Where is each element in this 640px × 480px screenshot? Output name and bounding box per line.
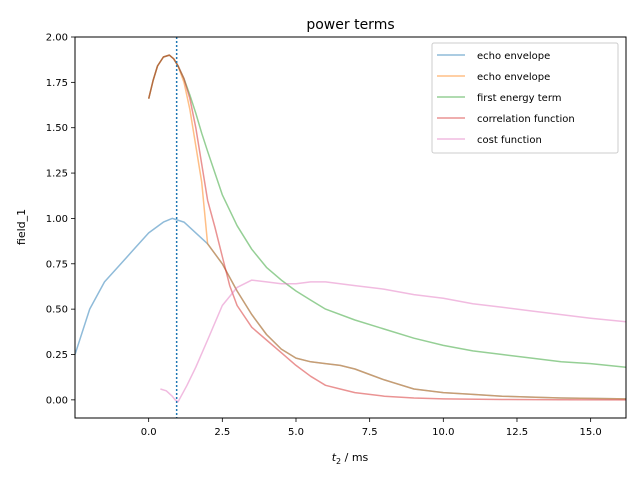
x-axis-label-unit: / ms: [341, 451, 368, 464]
y-tick-label: 0.00: [46, 395, 68, 406]
legend-label-5: cost function: [477, 135, 542, 146]
legend-label-2: echo envelope: [477, 72, 550, 83]
x-axis-label-sub: 2: [336, 457, 341, 466]
y-tick-label: 1.00: [46, 214, 68, 225]
x-axis-label: t2 / ms: [332, 451, 369, 466]
y-tick-label: 1.25: [46, 169, 68, 180]
y-tick-label: 1.50: [46, 123, 68, 134]
y-tick-label: 0.25: [46, 350, 68, 361]
y-axis-ticks: 0.00 0.25 0.50 0.75 1.00 1.25 1.50 1.75 2.00: [46, 33, 75, 406]
series-line-5: [160, 279, 626, 403]
x-axis-label-main: t: [332, 451, 337, 464]
axes-frame: [74, 36, 627, 419]
y-axis-label: field_1: [15, 209, 28, 245]
x-tick-label: 7.5: [362, 427, 378, 438]
y-tick-label: 1.75: [46, 78, 68, 89]
x-tick-label: 2.5: [214, 427, 230, 438]
chart-title: power terms: [306, 17, 394, 33]
x-tick-label: 5.0: [288, 427, 304, 438]
legend: echo envelope echo envelope first energy t…: [431, 42, 619, 154]
series-layer: [75, 37, 626, 418]
x-tick-label: 15.0: [580, 427, 602, 438]
x-tick-label: 10.0: [432, 427, 454, 438]
x-axis-ticks: 0.0 2.5 5.0 7.5 10.0 12.5 15.0: [141, 418, 602, 438]
legend-label-4: correlation function: [477, 114, 575, 125]
x-tick-label: 0.0: [141, 427, 157, 438]
x-tick-label: 12.5: [506, 427, 528, 438]
series-line-4: [147, 54, 626, 401]
legend-label-1: echo envelope: [477, 51, 550, 62]
legend-label-3: first energy term: [477, 93, 562, 104]
y-tick-label: 0.75: [46, 259, 68, 270]
series-line-1: [75, 217, 626, 400]
y-tick-label: 0.50: [46, 305, 68, 316]
plot-area: [74, 36, 627, 419]
legend-box: [431, 42, 619, 154]
y-tick-label: 2.00: [46, 33, 68, 44]
